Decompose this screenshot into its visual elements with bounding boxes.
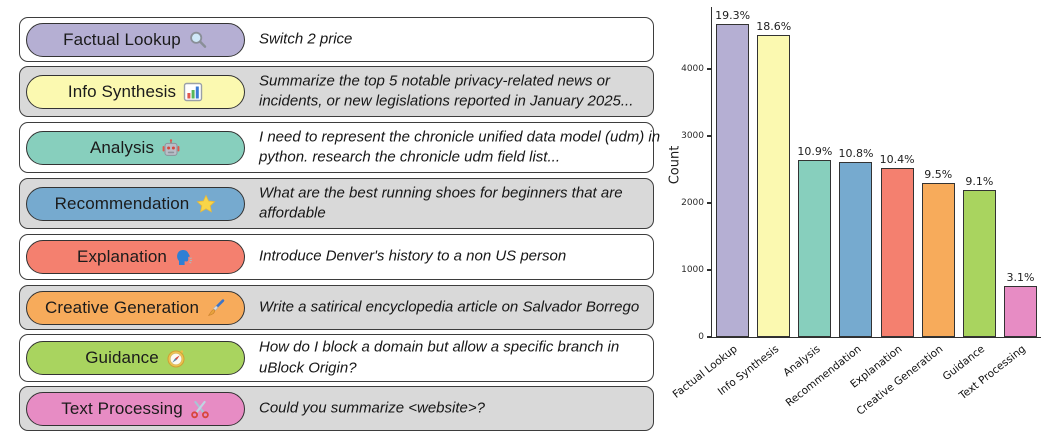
category-label: Analysis [89, 137, 155, 157]
category-row-creative-generation: Creative Generation Write a satirical en… [19, 285, 654, 330]
example-query: Summarize the top 5 notable privacy-rela… [259, 71, 634, 110]
y-tick-mark [707, 68, 711, 70]
bar-factual-lookup [716, 24, 749, 337]
y-tick-label: 1000 [681, 264, 704, 275]
y-tick-mark [707, 135, 711, 137]
category-pill-recommendation: Recommendation [26, 186, 245, 221]
example-query: I need to represent the chronicle unifie… [259, 127, 661, 166]
star-icon [196, 194, 216, 214]
category-label: Text Processing [61, 398, 183, 418]
category-examples-panel: Factual Lookup Switch 2 price Info Synth… [19, 17, 660, 431]
category-row-text-processing: Text Processing Could you summarize <web… [19, 386, 654, 431]
y-tick-mark [707, 269, 711, 271]
y-tick-label: 4000 [681, 63, 704, 74]
category-pill-text-processing: Text Processing [26, 391, 245, 426]
example-query: Write a satirical encyclopedia article o… [259, 298, 640, 316]
speaking-head-icon [174, 247, 194, 267]
y-tick-label: 3000 [681, 130, 704, 141]
category-pill-factual-lookup: Factual Lookup [26, 22, 245, 57]
plot-area: 0 1000 2000 3000 4000 19.3% Factual Lookup 18.6… [671, 7, 1041, 418]
paintbrush-icon [206, 298, 226, 318]
category-label: Recommendation [54, 193, 190, 213]
example-query: Introduce Denver's history to a non US p… [259, 247, 567, 265]
bar-recommendation [839, 162, 873, 337]
bar-percent-label: 3.1% [1006, 271, 1035, 285]
bar-guidance [962, 189, 996, 337]
y-tick-label: 2000 [681, 197, 704, 208]
y-tick-label: 0 [698, 332, 704, 342]
bar-chart-icon [183, 82, 203, 102]
category-row-explanation: Explanation Introduce Denver's history t… [19, 234, 654, 280]
bar-percent-label: 19.3% [715, 9, 751, 23]
bar-percent-label: 9.5% [924, 167, 953, 181]
example-query: How do I block a domain but allow a spec… [259, 338, 620, 376]
x-tick-label: Recommendation [783, 343, 864, 410]
category-pill-explanation: Explanation [26, 240, 245, 274]
category-row-info-synthesis: Info Synthesis Summarize the top 5 notab… [19, 66, 654, 117]
category-label: Guidance [85, 348, 159, 367]
category-row-analysis: Analysis I need to represent the chronic… [19, 122, 660, 173]
category-pill-creative-generation: Creative Generation [26, 290, 245, 325]
category-row-factual-lookup: Factual Lookup Switch 2 price [19, 17, 654, 62]
bar-percent-label: 18.6% [756, 20, 792, 34]
category-label: Factual Lookup [63, 29, 181, 49]
bar-explanation [880, 168, 914, 337]
category-label: Explanation [77, 247, 167, 266]
bar-creative-generation [921, 182, 955, 337]
bar-percent-label: 10.8% [838, 147, 874, 161]
category-row-guidance: Guidance How do I block a domain but all… [19, 334, 654, 382]
category-pill-analysis: Analysis [26, 130, 245, 165]
category-pill-guidance: Guidance [26, 341, 245, 375]
y-axis-label: Count [667, 145, 683, 185]
category-row-recommendation: Recommendation What are the best running… [19, 178, 654, 229]
category-count-bar-chart: Count 0 1000 2000 3000 4000 19.3% Factual Look… [660, 0, 1061, 447]
y-tick-mark [707, 336, 711, 338]
bar-info-synthesis [757, 35, 791, 337]
bar-percent-label: 10.9% [797, 145, 833, 159]
compass-icon [166, 348, 186, 368]
category-pill-info-synthesis: Info Synthesis [26, 74, 245, 109]
category-label: Creative Generation [44, 297, 200, 317]
robot-icon [161, 138, 181, 158]
y-tick-mark [707, 202, 711, 204]
category-label: Info Synthesis [67, 81, 177, 101]
example-query: Could you summarize <website>? [259, 399, 485, 417]
bar-analysis [798, 160, 832, 337]
bar-percent-label: 10.4% [879, 153, 915, 167]
scissors-icon [190, 399, 210, 419]
example-query: What are the best running shoes for begi… [259, 183, 623, 222]
bar-percent-label: 9.1% [965, 174, 994, 188]
example-query: Switch 2 price [259, 30, 353, 48]
bar-text-processing [1003, 286, 1037, 337]
magnifier-icon [188, 30, 208, 50]
